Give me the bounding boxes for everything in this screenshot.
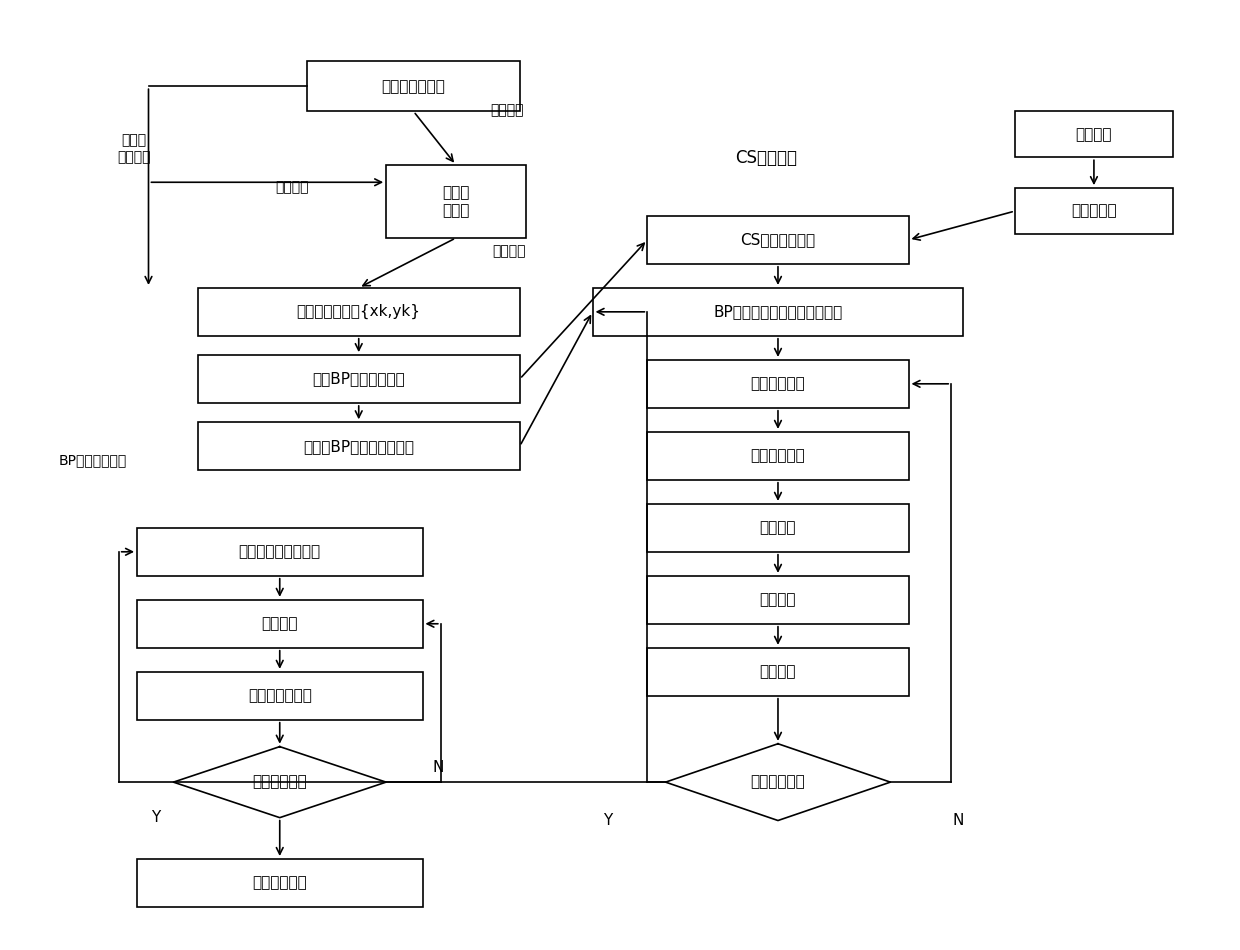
FancyBboxPatch shape [647, 360, 909, 408]
Text: 预测输出结果: 预测输出结果 [253, 875, 308, 890]
FancyBboxPatch shape [136, 528, 423, 576]
Text: Y: Y [603, 813, 613, 828]
Text: 替换操作: 替换操作 [760, 592, 796, 607]
Text: 输入数据: 输入数据 [1075, 126, 1112, 142]
Text: BP神经网络部分: BP神经网络部分 [58, 453, 126, 467]
Text: 一致相
关度发: 一致相 关度发 [443, 185, 470, 218]
Text: 可测变量: 可测变量 [490, 104, 523, 117]
Text: 位置更新操作: 位置更新操作 [750, 376, 805, 391]
FancyBboxPatch shape [647, 576, 909, 624]
Text: CS算法部分: CS算法部分 [735, 149, 797, 167]
FancyBboxPatch shape [1014, 111, 1173, 158]
Text: 不可测
外部变量: 不可测 外部变量 [117, 134, 151, 163]
Text: 确定BP网络拓扑结构: 确定BP网络拓扑结构 [312, 371, 405, 387]
Text: 满足终止条件: 满足终止条件 [750, 774, 805, 789]
FancyBboxPatch shape [1014, 188, 1173, 234]
FancyBboxPatch shape [308, 62, 520, 111]
Text: CS对初始值编码: CS对初始值编码 [740, 233, 816, 247]
FancyBboxPatch shape [647, 504, 909, 552]
Text: 辅助变量: 辅助变量 [492, 244, 526, 258]
Polygon shape [174, 747, 386, 818]
Text: 数据预处理: 数据预处理 [1071, 203, 1117, 218]
FancyBboxPatch shape [647, 648, 909, 695]
Text: 选择操作: 选择操作 [760, 521, 796, 535]
FancyBboxPatch shape [136, 672, 423, 720]
FancyBboxPatch shape [197, 355, 520, 403]
FancyBboxPatch shape [593, 288, 963, 336]
Text: 构建训练数据库{xk,yk}: 构建训练数据库{xk,yk} [296, 304, 420, 319]
Polygon shape [666, 744, 890, 821]
FancyBboxPatch shape [136, 599, 423, 648]
Text: 计算误差: 计算误差 [262, 617, 298, 631]
Text: 更新权值和阈值: 更新权值和阈值 [248, 688, 311, 703]
FancyBboxPatch shape [197, 422, 520, 470]
Text: 获取最优权值和阈值: 获取最优权值和阈值 [238, 544, 321, 560]
Text: Y: Y [151, 810, 160, 826]
FancyBboxPatch shape [136, 859, 423, 907]
Text: BP网络训练误差作为适应度值: BP网络训练误差作为适应度值 [713, 304, 843, 319]
Text: 满足终止条件: 满足终止条件 [253, 774, 308, 789]
Text: 食用菌发酵过程: 食用菌发酵过程 [382, 79, 445, 94]
Text: 初始化BP网络权值和阈值: 初始化BP网络权值和阈值 [304, 439, 414, 454]
FancyBboxPatch shape [197, 288, 520, 336]
Text: N: N [432, 760, 444, 775]
FancyBboxPatch shape [647, 432, 909, 480]
FancyBboxPatch shape [386, 165, 526, 238]
FancyBboxPatch shape [647, 216, 909, 264]
Text: 主导变量: 主导变量 [275, 180, 309, 194]
Text: 剔除操作: 剔除操作 [760, 664, 796, 679]
Text: N: N [952, 813, 963, 828]
Text: 计算适应度值: 计算适应度值 [750, 448, 805, 464]
